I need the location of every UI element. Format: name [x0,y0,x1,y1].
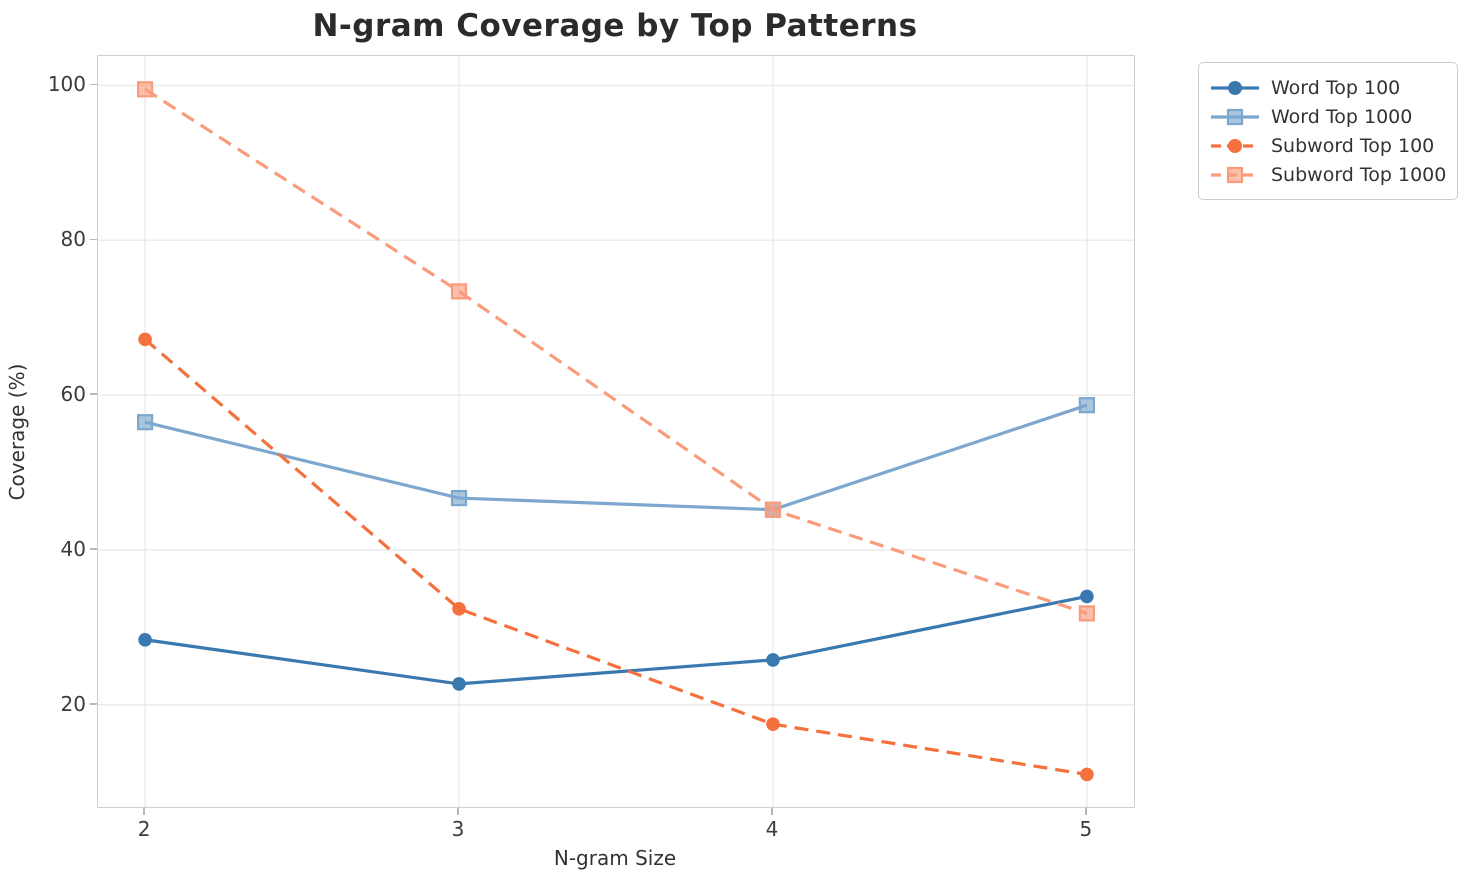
legend-sample-solid-circle-icon [1211,80,1259,95]
data-point-square [1078,397,1096,414]
legend-marker-square [1226,166,1244,183]
y-tick-mark [90,548,97,550]
y-tick-label: 80 [60,227,86,252]
x-tick-label: 5 [1079,817,1093,841]
x-tick-mark [457,807,459,815]
data-point-circle [138,632,152,647]
x-axis-label: N-gram Size [553,846,677,870]
legend-marker-circle [1228,138,1242,153]
series-line-subword-top-100 [144,338,1088,777]
data-point-circle [138,332,152,347]
data-point-circle [766,653,780,667]
legend-item-subword-top-100: Subword Top 100 [1209,131,1445,160]
chart-title: N-gram Coverage by Top Patterns [312,8,918,44]
legend-label: Word Top 100 [1271,76,1401,99]
y-tick-mark [90,83,97,86]
legend-label: Word Top 1000 [1271,105,1413,128]
series-line-subword-top-1000 [144,87,1088,615]
legend-marker-square [1226,108,1244,125]
data-point-circle [766,717,780,731]
legend-sample-dashed-circle-icon [1211,138,1259,153]
data-point-square [450,283,468,300]
legend: Word Top 100 Word Top 1000 Subword Top 100… [1198,62,1458,200]
y-tick-label: 60 [60,382,86,407]
data-point-circle [452,601,466,616]
legend-sample-solid-square-icon [1211,108,1259,125]
y-axis-label: Coverage (%) [5,363,29,501]
x-tick-mark [1085,807,1087,815]
x-tick-label: 4 [765,817,779,841]
data-point-square [450,489,468,507]
series-line-word-top-1000 [144,403,1088,512]
x-tick-label: 3 [451,817,465,841]
data-point-square [136,414,154,431]
x-tick-mark [771,807,773,815]
y-tick-label: 100 [47,72,86,97]
y-tick-label: 20 [60,691,86,716]
data-point-circle [1080,767,1094,782]
data-point-square [136,81,154,98]
series-line-word-top-100 [144,594,1088,686]
legend-sample-dashed-square-icon [1211,166,1259,183]
x-tick-label: 2 [137,817,151,841]
data-point-square [764,501,782,518]
legend-item-subword-top-1000: Subword Top 1000 [1209,160,1447,189]
data-point-square [1078,605,1096,622]
y-tick-label: 40 [60,536,86,561]
legend-item-word-top-100: Word Top 100 [1209,73,1445,102]
legend-label: Subword Top 1000 [1271,163,1447,186]
legend-label: Subword Top 100 [1271,134,1435,157]
y-tick-mark [90,238,97,241]
data-point-circle [1080,589,1094,604]
data-point-circle [452,677,466,691]
y-tick-mark [90,703,97,705]
chart-canvas [98,56,1134,807]
legend-marker-circle [1228,80,1242,95]
y-tick-mark [90,393,97,395]
plot-area [97,55,1135,808]
legend-item-word-top-1000: Word Top 1000 [1209,102,1445,131]
x-tick-mark [143,807,145,815]
